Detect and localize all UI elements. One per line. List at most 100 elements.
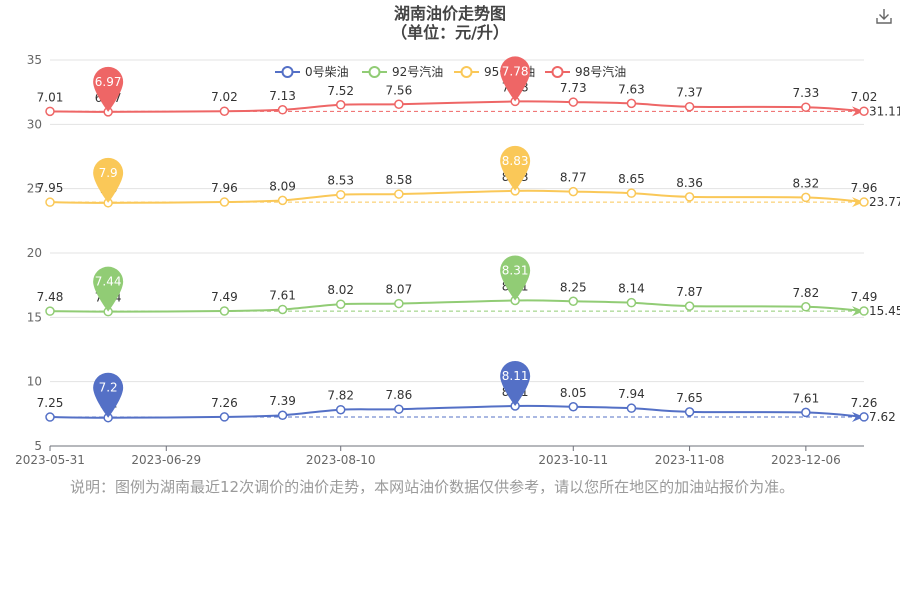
x-tick-label: 2023-05-31 bbox=[15, 453, 85, 467]
data-label: 7.87 bbox=[676, 285, 703, 299]
mark-line-label: 15.45 bbox=[869, 304, 900, 318]
data-point bbox=[394, 404, 404, 414]
max-pin-icon bbox=[500, 145, 531, 191]
data-point bbox=[568, 296, 579, 306]
data-point bbox=[859, 197, 869, 207]
series-0: 7.62 7.25 7.2 7.26 7.39 7.82 7.86 8.11 8.05 7.94 7… bbox=[37, 360, 896, 424]
data-label: 7.01 bbox=[37, 90, 64, 104]
data-label: 7.63 bbox=[618, 82, 645, 96]
series-1: 15.45 7.48 7.44 7.49 7.61 8.02 8.07 8.31 8.25 8.1… bbox=[37, 255, 900, 318]
series-layer: 7.62 7.25 7.2 7.26 7.39 7.82 7.86 8.11 8.05 7.94 7… bbox=[37, 56, 900, 424]
x-tick-label: 2023-11-08 bbox=[655, 453, 725, 467]
max-pin: 8.11 bbox=[500, 360, 531, 406]
max-pin-label: 7.78 bbox=[502, 64, 529, 78]
min-pin-label: 6.97 bbox=[95, 75, 122, 89]
data-label: 7.26 bbox=[851, 396, 878, 410]
data-point bbox=[394, 99, 404, 110]
max-pin-icon bbox=[500, 56, 531, 102]
mark-line-label: 7.62 bbox=[869, 410, 896, 424]
data-point bbox=[277, 105, 288, 115]
data-point bbox=[335, 100, 346, 110]
data-label: 7.13 bbox=[269, 89, 296, 103]
data-point bbox=[801, 302, 811, 312]
y-tick-label: 15 bbox=[27, 310, 42, 324]
data-label: 7.65 bbox=[676, 391, 703, 405]
data-point bbox=[277, 304, 288, 315]
mark-line-arrow bbox=[852, 412, 864, 423]
data-point bbox=[219, 412, 230, 422]
data-label: 8.07 bbox=[385, 283, 412, 297]
series-3: 31.11 7.01 6.97 7.02 7.13 7.52 7.56 7.78 7.73 7.6… bbox=[37, 56, 900, 118]
mark-line-label: 23.77 bbox=[869, 195, 900, 209]
data-point bbox=[626, 403, 637, 413]
data-point bbox=[335, 404, 346, 415]
legend-item-3[interactable]: 98号汽油 bbox=[545, 64, 626, 79]
legend-label: 92号汽油 bbox=[392, 64, 443, 79]
data-point bbox=[568, 97, 579, 107]
data-point bbox=[45, 106, 55, 117]
legend-marker-icon bbox=[281, 66, 294, 78]
data-point bbox=[219, 306, 230, 316]
data-point bbox=[394, 189, 404, 199]
data-label: 8.77 bbox=[560, 171, 587, 185]
min-pin: 7.2 bbox=[93, 372, 124, 418]
data-label: 8.65 bbox=[618, 172, 645, 186]
y-tick-label: 35 bbox=[27, 53, 42, 67]
data-label: 8.25 bbox=[560, 280, 587, 294]
data-point bbox=[277, 195, 288, 206]
mark-line-arrow bbox=[852, 106, 864, 117]
max-pin: 8.83 bbox=[500, 145, 531, 191]
series-line bbox=[49, 299, 865, 313]
data-label: 7.96 bbox=[851, 181, 878, 195]
data-label: 7.82 bbox=[792, 286, 819, 300]
chart-title: 湖南油价走势图 （单位：元/升） bbox=[0, 4, 900, 42]
legend-item-1[interactable]: 92号汽油 bbox=[362, 64, 443, 79]
data-point bbox=[684, 192, 695, 202]
download-icon[interactable] bbox=[874, 6, 894, 26]
x-tick-label: 2023-06-29 bbox=[131, 453, 201, 467]
data-label: 7.86 bbox=[385, 388, 412, 402]
min-pin-icon bbox=[93, 157, 124, 203]
mark-line-arrow bbox=[852, 306, 864, 317]
data-point bbox=[859, 106, 869, 116]
data-point bbox=[859, 306, 869, 316]
data-label: 7.95 bbox=[37, 181, 64, 195]
max-pin-icon bbox=[500, 360, 531, 406]
max-pin-label: 8.31 bbox=[502, 263, 529, 277]
data-point bbox=[277, 410, 288, 420]
data-point bbox=[626, 188, 637, 198]
data-point bbox=[394, 298, 404, 309]
min-pin-label: 7.9 bbox=[99, 166, 118, 180]
min-pin-icon bbox=[93, 372, 124, 418]
data-label: 7.61 bbox=[792, 391, 819, 405]
data-label: 8.14 bbox=[618, 282, 645, 296]
min-pin-icon bbox=[93, 66, 124, 112]
data-label: 8.58 bbox=[385, 173, 412, 187]
min-pin-label: 7.44 bbox=[95, 275, 122, 289]
mark-line-label: 31.11 bbox=[869, 104, 900, 118]
footnote: 说明：图例为湖南最近12次调价的油价走势，本网站油价数据仅供参考，请以您所在地区… bbox=[70, 478, 795, 496]
min-pin-label: 7.2 bbox=[99, 381, 118, 395]
data-label: 7.39 bbox=[269, 394, 296, 408]
y-tick-label: 5 bbox=[34, 439, 42, 453]
legend[interactable]: 0号柴油92号汽油95号汽油98号汽油 bbox=[275, 64, 626, 79]
data-point bbox=[801, 192, 811, 203]
data-point bbox=[684, 101, 695, 112]
data-label: 7.73 bbox=[560, 81, 587, 95]
data-label: 8.02 bbox=[327, 283, 354, 297]
x-tick-label: 2023-08-10 bbox=[306, 453, 376, 467]
legend-item-0[interactable]: 0号柴油 bbox=[275, 65, 349, 79]
series-line bbox=[49, 189, 865, 204]
series-2: 23.77 7.95 7.9 7.96 8.09 8.53 8.58 8.83 8.77 8.65… bbox=[37, 145, 900, 209]
data-label: 7.56 bbox=[385, 83, 412, 97]
data-point bbox=[45, 306, 55, 316]
max-pin-label: 8.83 bbox=[502, 154, 529, 168]
y-tick-label: 25 bbox=[27, 182, 42, 196]
x-tick-label: 2023-10-11 bbox=[538, 453, 608, 467]
data-label: 8.09 bbox=[269, 179, 296, 193]
max-pin: 8.31 bbox=[500, 255, 531, 301]
y-tick-label: 10 bbox=[27, 375, 42, 389]
y-tick-label: 30 bbox=[27, 117, 42, 131]
data-label: 7.37 bbox=[676, 86, 703, 100]
y-tick-label: 20 bbox=[27, 246, 42, 260]
